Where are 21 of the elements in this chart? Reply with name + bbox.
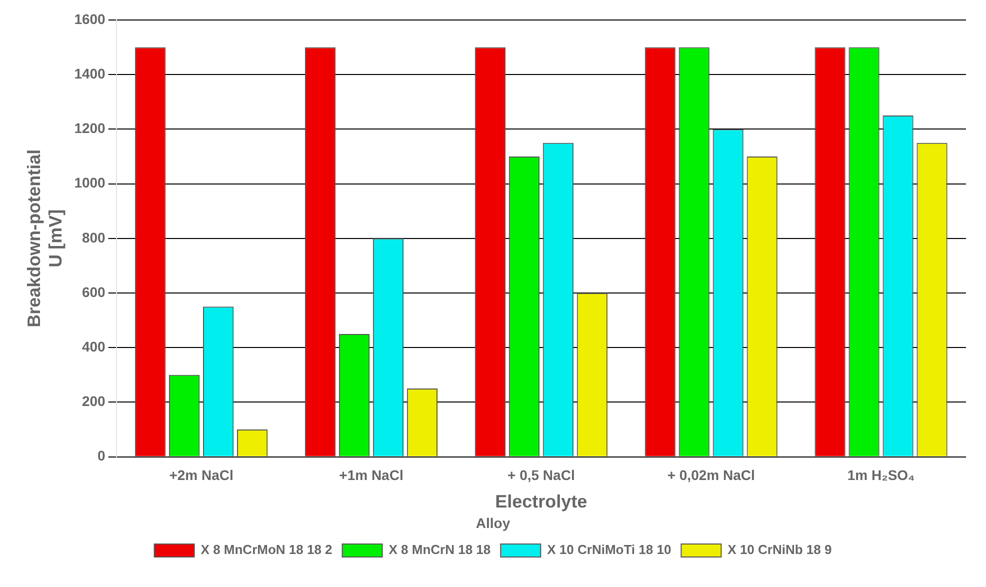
y-tick-label: 200 xyxy=(82,393,106,410)
legend-label: X 8 MnCrMoN 18 18 2 xyxy=(200,542,332,558)
y-tick-label: 1600 xyxy=(74,10,106,27)
legend-label: X 8 MnCrN 18 18 xyxy=(388,542,491,558)
x-tick-label: + 0,02m NaCl xyxy=(667,467,755,484)
x-tick-label: 1m H₂SO₄ xyxy=(847,467,915,484)
legend-label: X 10 CrNiNb 18 9 xyxy=(728,542,832,558)
legend-title: Alloy xyxy=(476,515,510,532)
x-tick-label: +2m NaCl xyxy=(169,467,234,484)
y-tick-label: 1200 xyxy=(74,120,106,136)
x-tick-label: + 0,5 NaCl xyxy=(508,467,575,484)
y-tick-label: 1000 xyxy=(74,174,106,191)
legend-label: X 10 CrNiMoTi 18 10 xyxy=(547,542,672,558)
y-tick-label: 600 xyxy=(82,284,106,300)
y-tick-label: 1400 xyxy=(74,65,106,82)
y-tick-label: 0 xyxy=(98,448,106,464)
y-tick-label: 400 xyxy=(82,338,106,354)
y-axis-title: Breakdown-potential U [mV] xyxy=(24,149,66,328)
y-tick-label: 800 xyxy=(82,229,106,246)
x-tick-label: +1m NaCl xyxy=(339,467,404,484)
x-axis-title: Electrolyte xyxy=(495,491,588,512)
